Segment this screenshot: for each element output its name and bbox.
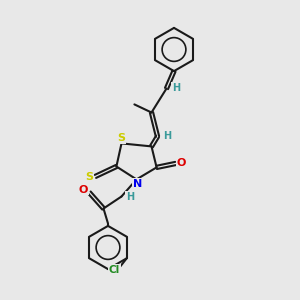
Text: N: N xyxy=(134,179,142,189)
Text: H: H xyxy=(163,130,171,141)
Text: S: S xyxy=(117,133,125,143)
Text: H: H xyxy=(172,82,180,93)
Text: S: S xyxy=(85,172,93,182)
Text: Cl: Cl xyxy=(109,265,120,275)
Text: H: H xyxy=(126,192,134,202)
Text: O: O xyxy=(79,184,88,195)
Text: O: O xyxy=(177,158,186,168)
